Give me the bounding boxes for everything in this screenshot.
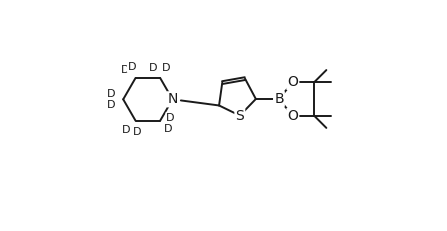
Text: O: O [287,109,298,123]
Text: S: S [236,109,244,123]
Text: D: D [166,112,174,123]
Text: N: N [167,92,177,106]
Text: D: D [107,89,115,99]
Text: D: D [121,65,129,75]
Text: D: D [164,124,172,134]
Text: O: O [287,75,298,89]
Text: D: D [122,125,131,135]
Text: D: D [149,63,157,73]
Text: D: D [133,127,141,137]
Text: D: D [162,63,171,73]
Text: B: B [274,92,284,106]
Text: D: D [107,100,115,110]
Text: D: D [127,62,136,72]
